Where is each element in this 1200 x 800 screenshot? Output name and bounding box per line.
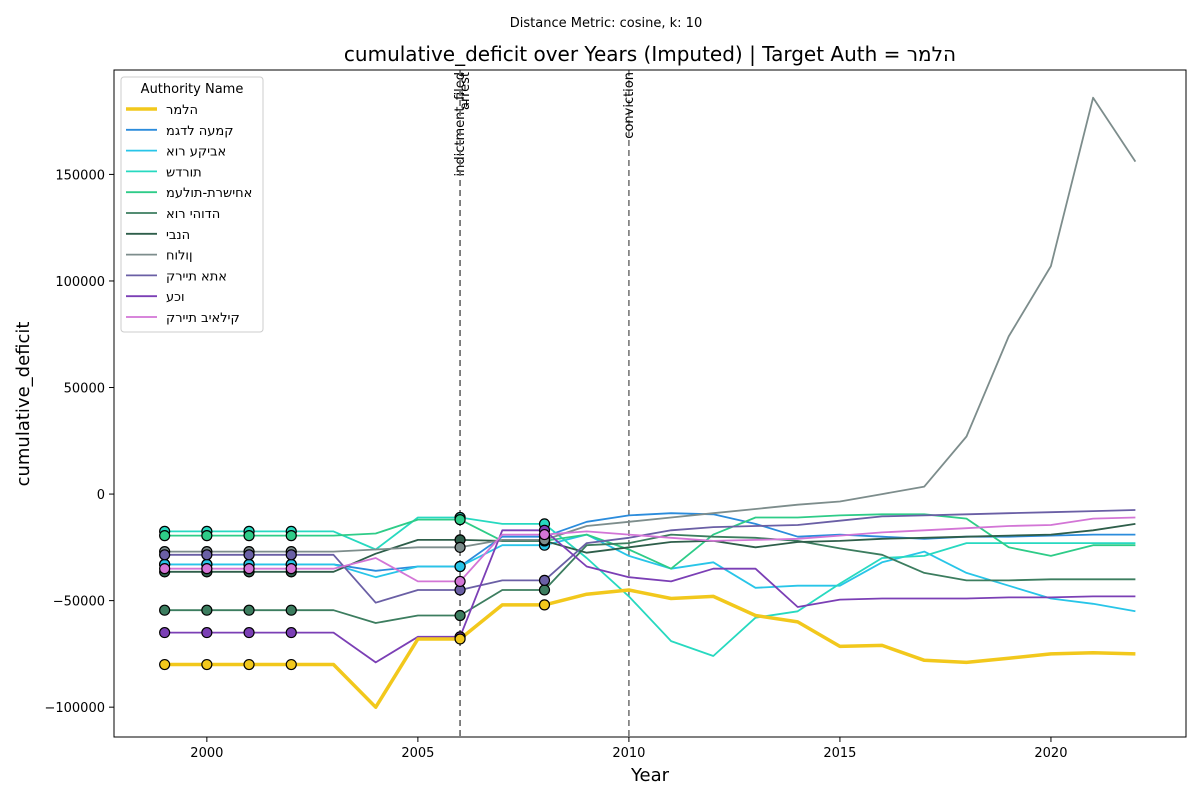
imputed-point xyxy=(285,604,297,616)
imputed-point xyxy=(243,549,255,561)
imputed-point xyxy=(243,563,255,575)
series-line xyxy=(164,509,1136,604)
imputed-point xyxy=(454,609,466,622)
x-tick-label: 2015 xyxy=(823,746,856,761)
imputed-point xyxy=(538,574,551,586)
imputed-point xyxy=(454,560,466,573)
legend-label: וכע xyxy=(166,290,185,305)
legend-label: ןולוח xyxy=(166,249,193,264)
series-line xyxy=(164,533,1136,624)
imputed-point xyxy=(201,658,213,671)
imputed-point xyxy=(285,658,297,671)
imputed-point xyxy=(243,658,255,671)
plot-frame xyxy=(113,69,1187,738)
event-lines: indictment_filedarrestconviction xyxy=(453,70,637,737)
imputed-point xyxy=(454,541,466,553)
imputed-point xyxy=(285,530,297,542)
y-tick-label: 50000 xyxy=(64,382,105,397)
imputed-point xyxy=(159,563,171,575)
legend-label: הדוהי רוא xyxy=(166,207,220,222)
imputed-point xyxy=(454,633,466,645)
imputed-point xyxy=(454,514,466,526)
legend-label: הנבי xyxy=(166,228,190,243)
chart-title: cumulative_deficit over Years (Imputed) … xyxy=(344,42,956,66)
x-tick-label: 2000 xyxy=(190,746,223,761)
imputed-point xyxy=(243,626,255,639)
legend-label: קילאיב תיירק xyxy=(166,311,240,326)
y-tick-label: 100000 xyxy=(55,275,105,290)
event-label: arrest xyxy=(458,72,473,110)
imputed-point xyxy=(201,563,213,575)
series-line xyxy=(164,516,1136,583)
imputed-point xyxy=(243,604,255,616)
y-tick-label: −50000 xyxy=(53,595,105,610)
series-line xyxy=(164,516,1136,657)
series-line xyxy=(164,588,1136,709)
x-tick-label: 2020 xyxy=(1034,746,1067,761)
series-line xyxy=(164,96,1137,553)
event-label: conviction xyxy=(622,72,637,139)
legend-label: הלמר xyxy=(166,103,198,118)
imputed-point xyxy=(159,549,171,561)
legend-label: אחישרת-תולעמ xyxy=(166,186,252,201)
imputed-point xyxy=(201,549,213,561)
imputed-point xyxy=(285,549,297,561)
y-axis: −100000 −50000 0 50000 100000 150000 xyxy=(44,168,114,716)
x-axis-label: Year xyxy=(630,765,670,786)
x-axis: 2000 2005 2010 2015 2020 xyxy=(190,737,1067,761)
imputed-point xyxy=(159,604,171,616)
legend-label: קמעה לדגמ xyxy=(166,124,234,139)
imputed-point xyxy=(201,604,213,616)
series-line xyxy=(164,523,1136,573)
chart-suptitle: Distance Metric: cosine, k: 10 xyxy=(510,16,702,31)
imputed-point xyxy=(285,626,297,639)
imputed-point xyxy=(454,575,466,588)
imputed-point xyxy=(538,528,551,541)
imputed-point xyxy=(159,626,171,639)
y-tick-label: 150000 xyxy=(55,168,105,183)
x-tick-label: 2005 xyxy=(401,746,434,761)
series-lines xyxy=(164,96,1137,709)
imputed-point xyxy=(201,626,213,639)
series-line xyxy=(164,529,1136,664)
legend-label: תורדש xyxy=(166,165,202,180)
y-tick-label: 0 xyxy=(97,488,105,503)
y-axis-label: cumulative_deficit xyxy=(13,322,34,487)
imputed-point xyxy=(159,658,171,671)
legend-box xyxy=(120,76,264,333)
imputed-point xyxy=(538,599,551,611)
imputed-point xyxy=(285,563,297,575)
series-line xyxy=(164,513,1136,570)
legend-label: אביקע רוא xyxy=(166,145,226,160)
legend: Authority Name הלמר קמעה לדגמ אביקע רוא תור… xyxy=(120,76,264,333)
imputed-point xyxy=(201,530,213,542)
series-line xyxy=(164,533,1136,613)
legend-label: אתא תיירק xyxy=(166,269,227,284)
y-tick-label: −100000 xyxy=(44,701,105,716)
legend-title: Authority Name xyxy=(141,82,244,97)
plot-area: indictment_filedarrestconviction xyxy=(113,69,1187,738)
x-tick-label: 2010 xyxy=(612,746,645,761)
imputed-point xyxy=(159,530,171,542)
imputed-point xyxy=(538,584,551,596)
imputed-point xyxy=(243,530,255,542)
imputed-markers xyxy=(159,511,551,671)
